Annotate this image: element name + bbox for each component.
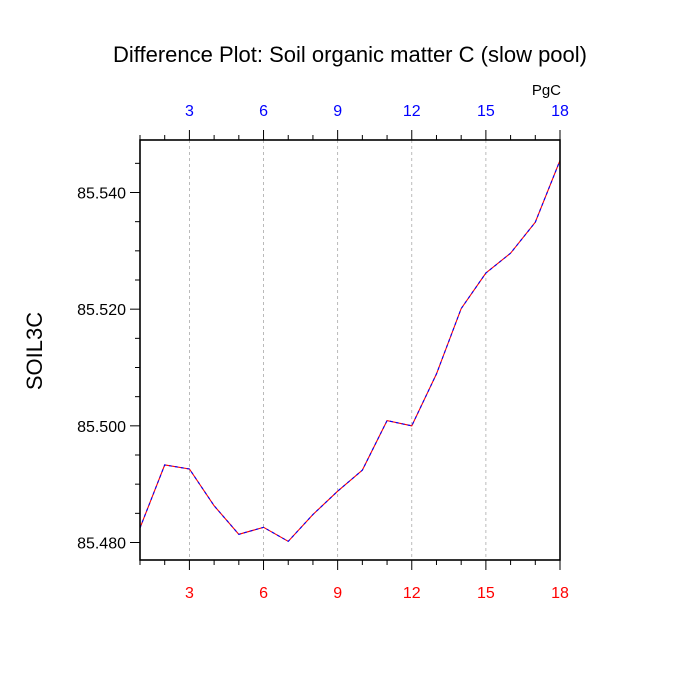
x-tick-label-top: 15 [477, 103, 495, 120]
plot-frame [139, 139, 561, 561]
series-line-0 [139, 160, 561, 543]
y-tick-label: 85.480 [77, 536, 126, 553]
x-tick-label-bottom: 12 [403, 585, 421, 602]
x-tick-label-top: 9 [333, 103, 342, 120]
y-tick-label: 85.520 [77, 302, 126, 319]
chart-title: Difference Plot: Soil organic matter C (… [113, 42, 587, 67]
series-group [139, 160, 561, 543]
x-tick-label-bottom: 3 [185, 585, 194, 602]
y-axis-label: SOIL3C [22, 312, 47, 390]
y-tick-label: 85.540 [77, 186, 126, 203]
grid-lines [189, 140, 561, 560]
x-tick-label-top: 18 [551, 103, 569, 120]
y-tick-label: 85.500 [77, 419, 126, 436]
x-tick-label-top: 3 [185, 103, 194, 120]
x-tick-label-bottom: 6 [259, 585, 268, 602]
axis-ticks [130, 130, 561, 570]
x-tick-label-bottom: 15 [477, 585, 495, 602]
series-line-overlay-0 [139, 160, 561, 543]
x-tick-label-bottom: 9 [333, 585, 342, 602]
units-label: PgC [532, 82, 561, 99]
x-tick-label-top: 6 [259, 103, 268, 120]
x-tick-label-top: 12 [403, 103, 421, 120]
tick-labels: 3 3 6 6 9 9 12 12 15 15 18 18 85.480 85.500 85.520 85.5… [77, 103, 569, 602]
x-tick-label-bottom: 18 [551, 585, 569, 602]
